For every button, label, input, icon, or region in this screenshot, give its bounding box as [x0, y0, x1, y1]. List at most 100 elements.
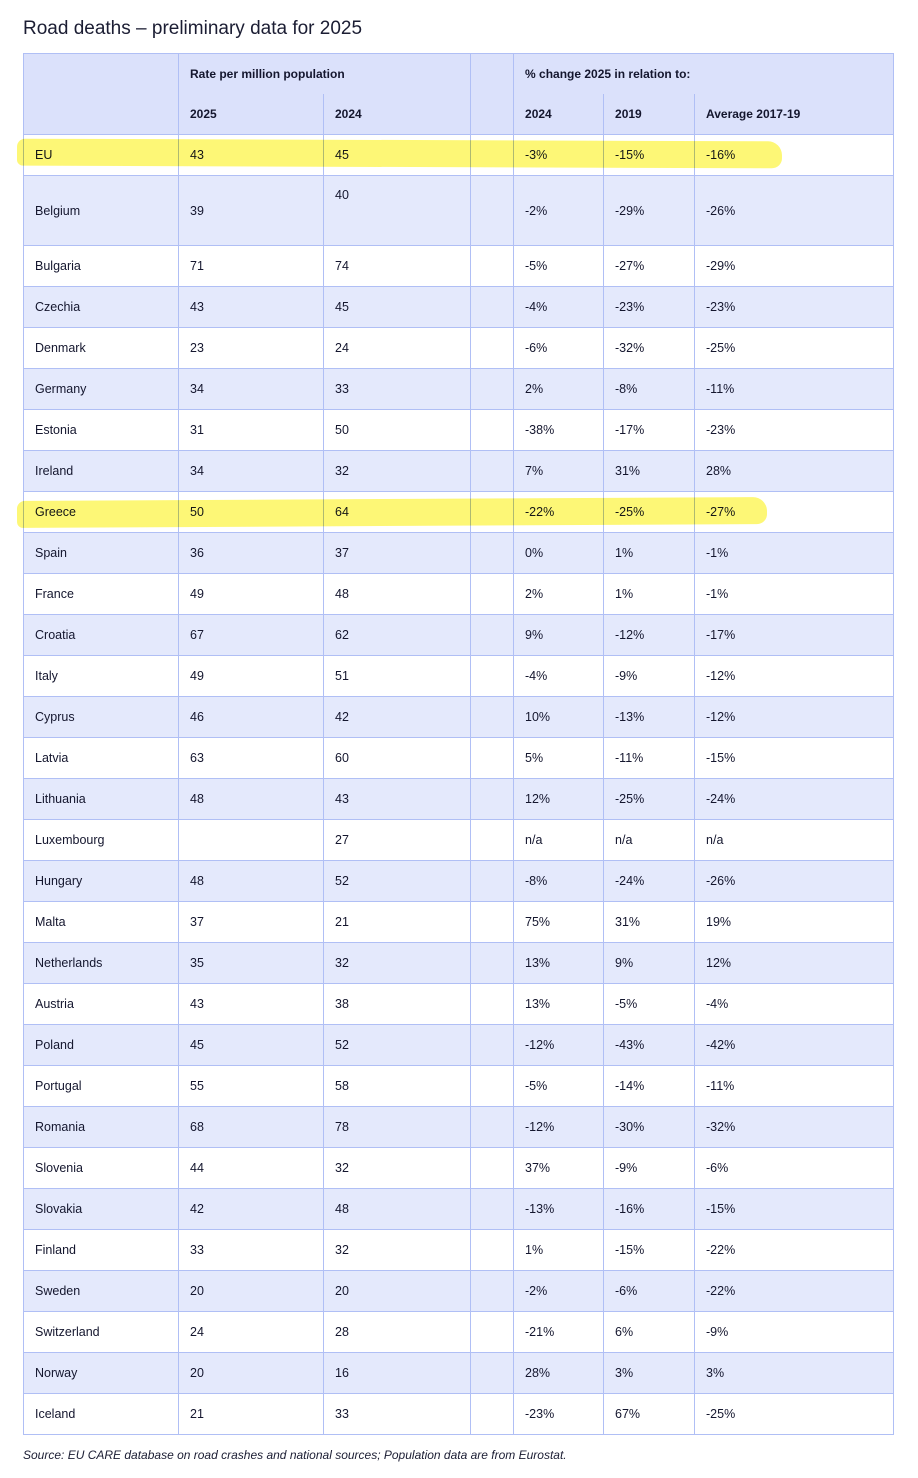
cell-change-2019: -43%	[603, 1024, 696, 1066]
cell-change-avg-2017-19: -9%	[694, 1311, 895, 1353]
cell-country: Cyprus	[23, 696, 179, 738]
table-row: Finland 33 32 1% -15% -22%	[23, 1229, 895, 1271]
cell-country: Denmark	[23, 327, 179, 369]
cell-rate-2024: 74	[322, 245, 472, 287]
cell-spacer	[470, 1393, 515, 1435]
cell-change-2024: 7%	[513, 450, 605, 492]
cell-country: Czechia	[23, 286, 179, 328]
header-rate-group: Rate per million population	[177, 53, 472, 94]
table-row: Czechia 43 45 -4% -23% -23%	[23, 286, 895, 328]
cell-change-avg-2017-19: -22%	[694, 1229, 895, 1271]
cell-change-2024: -2%	[513, 1270, 605, 1312]
cell-change-2024: -5%	[513, 1065, 605, 1107]
header-2025: 2025	[178, 94, 324, 135]
cell-change-2024: n/a	[513, 819, 605, 861]
cell-country: EU	[23, 134, 179, 176]
cell-rate-2024: 40	[322, 175, 472, 246]
cell-change-avg-2017-19: -23%	[694, 409, 895, 451]
cell-spacer	[470, 901, 515, 943]
cell-change-2019: 1%	[603, 532, 696, 574]
cell-change-2019: 31%	[603, 901, 696, 943]
cell-change-2024: -8%	[513, 860, 605, 902]
cell-change-2019: -16%	[603, 1188, 696, 1230]
table-row: Switzerland 24 28 -21% 6% -9%	[23, 1311, 895, 1353]
cell-rate-2025: 48	[178, 778, 324, 820]
cell-spacer	[470, 1352, 515, 1394]
cell-change-avg-2017-19: -1%	[694, 532, 895, 574]
table-row: Croatia 67 62 9% -12% -17%	[23, 614, 895, 656]
cell-spacer	[470, 983, 515, 1025]
cell-spacer	[470, 1024, 515, 1066]
table-row: Lithuania 48 43 12% -25% -24%	[23, 778, 895, 820]
table-row: Netherlands 35 32 13% 9% 12%	[23, 942, 895, 984]
cell-country: Luxembourg	[23, 819, 179, 861]
cell-change-avg-2017-19: -29%	[694, 245, 895, 287]
cell-spacer	[470, 778, 515, 820]
cell-rate-2024: 16	[322, 1352, 472, 1394]
cell-change-avg-2017-19: -11%	[694, 368, 895, 410]
cell-spacer	[470, 614, 515, 656]
header-country-sub	[23, 94, 179, 135]
cell-change-2019: -25%	[603, 778, 696, 820]
table-row: Portugal 55 58 -5% -14% -11%	[23, 1065, 895, 1107]
cell-change-2024: -21%	[513, 1311, 605, 1353]
cell-country: Poland	[23, 1024, 179, 1066]
cell-change-2024: 2%	[513, 368, 605, 410]
cell-spacer	[470, 409, 515, 451]
cell-rate-2024: 32	[322, 942, 472, 984]
table-row: Belgium 39 40 -2% -29% -26%	[23, 175, 895, 246]
cell-spacer	[470, 1229, 515, 1271]
cell-change-2024: -13%	[513, 1188, 605, 1230]
table-row: Iceland 21 33 -23% 67% -25%	[23, 1393, 895, 1435]
cell-rate-2024: 52	[322, 1024, 472, 1066]
cell-change-2019: 6%	[603, 1311, 696, 1353]
cell-country: Germany	[23, 368, 179, 410]
table-row: Norway 20 16 28% 3% 3%	[23, 1352, 895, 1394]
table-row: EU 43 45 -3% -15% -16%	[23, 134, 895, 176]
cell-change-2024: -12%	[513, 1024, 605, 1066]
header-change-group: % change 2025 in relation to:	[513, 53, 895, 94]
cell-country: Ireland	[23, 450, 179, 492]
cell-change-avg-2017-19: -11%	[694, 1065, 895, 1107]
cell-country: Belgium	[23, 175, 179, 246]
cell-spacer	[470, 327, 515, 369]
cell-spacer	[470, 573, 515, 615]
cell-change-2019: 31%	[603, 450, 696, 492]
cell-spacer	[470, 286, 515, 328]
road-deaths-table: Rate per million population % change 202…	[23, 53, 895, 1435]
cell-change-avg-2017-19: -6%	[694, 1147, 895, 1189]
cell-rate-2024: 50	[322, 409, 472, 451]
table-row: Poland 45 52 -12% -43% -42%	[23, 1024, 895, 1066]
cell-spacer	[470, 175, 515, 246]
cell-rate-2024: 32	[322, 450, 472, 492]
cell-rate-2024: 20	[322, 1270, 472, 1312]
cell-rate-2025: 34	[178, 368, 324, 410]
cell-rate-2024: 45	[322, 286, 472, 328]
cell-rate-2024: 33	[322, 368, 472, 410]
cell-change-2024: -3%	[513, 134, 605, 176]
cell-country: Estonia	[23, 409, 179, 451]
cell-rate-2025: 50	[178, 491, 324, 533]
cell-spacer	[470, 1147, 515, 1189]
table-row: Slovakia 42 48 -13% -16% -15%	[23, 1188, 895, 1230]
cell-change-2024: -23%	[513, 1393, 605, 1435]
cell-change-2019: -27%	[603, 245, 696, 287]
cell-country: Spain	[23, 532, 179, 574]
table-row: Sweden 20 20 -2% -6% -22%	[23, 1270, 895, 1312]
cell-rate-2024: 32	[322, 1147, 472, 1189]
cell-rate-2025: 44	[178, 1147, 324, 1189]
cell-change-2019: -30%	[603, 1106, 696, 1148]
cell-change-2019: n/a	[603, 819, 696, 861]
cell-change-avg-2017-19: -25%	[694, 327, 895, 369]
cell-rate-2025: 68	[178, 1106, 324, 1148]
cell-change-2024: 37%	[513, 1147, 605, 1189]
cell-change-2019: -32%	[603, 327, 696, 369]
table-row: Denmark 23 24 -6% -32% -25%	[23, 327, 895, 369]
cell-change-2019: -6%	[603, 1270, 696, 1312]
cell-spacer	[470, 1270, 515, 1312]
cell-change-avg-2017-19: 12%	[694, 942, 895, 984]
cell-change-2019: -11%	[603, 737, 696, 779]
table-row: Luxembourg 27 n/a n/a n/a	[23, 819, 895, 861]
cell-change-2024: 2%	[513, 573, 605, 615]
table-row: Hungary 48 52 -8% -24% -26%	[23, 860, 895, 902]
